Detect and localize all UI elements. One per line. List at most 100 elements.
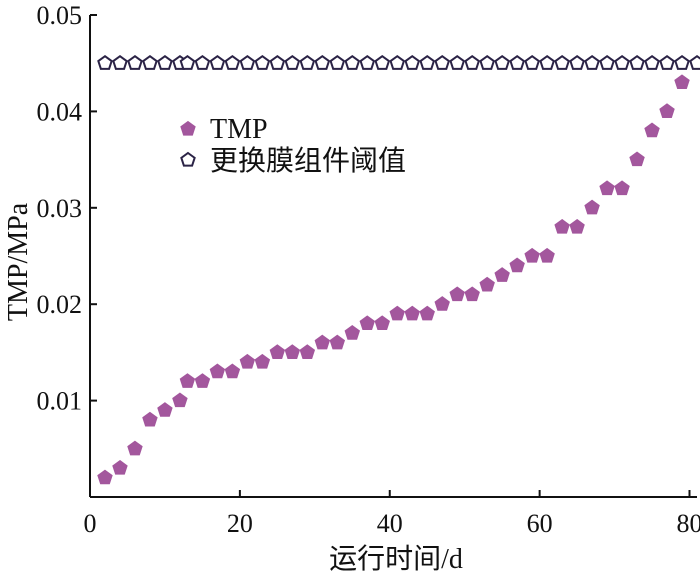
y-tick-label: 0.02 [37, 290, 83, 319]
threshold-point [209, 54, 226, 70]
tmp-point [194, 373, 211, 388]
legend-label-tmp: TMP [210, 114, 268, 145]
tmp-point [614, 180, 630, 196]
tmp-point [269, 344, 286, 359]
tmp-point [389, 305, 405, 321]
tmp-point [509, 257, 525, 273]
tmp-point [674, 74, 690, 90]
threshold-point [97, 54, 113, 70]
threshold-point [434, 54, 451, 70]
series-layer [97, 54, 700, 485]
y-tick-label: 0.01 [37, 387, 83, 416]
threshold-point [284, 54, 301, 70]
tmp-point [224, 363, 241, 379]
threshold-point [524, 54, 540, 70]
threshold-point [299, 54, 316, 70]
tmp-point [554, 218, 570, 234]
tmp-point [157, 402, 173, 417]
tmp-point [644, 122, 660, 138]
x-axis-title: 运行时间/d [329, 543, 463, 575]
x-tick-label: 80 [677, 509, 700, 538]
threshold-point [344, 54, 361, 70]
legend-item-threshold: 更换膜组件阈值 [180, 145, 406, 177]
legend-marker-threshold-shape [180, 151, 196, 167]
tmp-point [659, 103, 675, 118]
x-tick-label: 20 [227, 509, 253, 538]
tmp-point [239, 353, 256, 369]
legend-marker-tmp-shape [180, 120, 196, 136]
threshold-point [127, 54, 143, 70]
threshold-point [554, 54, 570, 70]
y-axis-title: TMP/MPa [3, 202, 34, 321]
tmp-point [172, 392, 188, 408]
threshold-point [584, 54, 600, 70]
tmp-point [314, 334, 331, 350]
tmp-point [284, 344, 301, 359]
plot-area: 0 20 40 60 80 0.01 0.02 0.03 0.04 0.05 [37, 1, 700, 538]
tmp-point [329, 334, 346, 350]
threshold-point [449, 54, 466, 70]
threshold-point [194, 54, 211, 70]
threshold-point [404, 54, 421, 70]
threshold-point [179, 54, 196, 70]
legend: TMP 更换膜组件阈值 [180, 114, 406, 177]
x-ticks: 0 20 40 60 80 [84, 490, 700, 538]
threshold-point [359, 54, 376, 70]
threshold-point [674, 54, 690, 70]
tmp-point [419, 305, 435, 321]
tmp-point [374, 315, 390, 331]
tmp-point [142, 411, 158, 427]
threshold-point [374, 54, 391, 70]
threshold-point [479, 54, 496, 70]
tmp-point [299, 344, 316, 359]
x-tick-label: 0 [84, 509, 97, 538]
tmp-point [539, 247, 555, 263]
threshold-point [142, 54, 158, 70]
tmp-point [97, 469, 113, 485]
series-threshold [97, 54, 700, 70]
threshold-point [659, 54, 675, 70]
tmp-point [464, 286, 480, 302]
tmp-point [449, 286, 465, 302]
threshold-point [112, 54, 128, 70]
tmp-point [359, 315, 375, 331]
tmp-point [599, 180, 615, 196]
legend-label-threshold: 更换膜组件阈值 [210, 145, 406, 177]
threshold-point [224, 54, 241, 70]
legend-marker-tmp [180, 120, 196, 136]
x-tick-label: 60 [527, 509, 553, 538]
x-tick-label: 40 [377, 509, 403, 538]
threshold-point [269, 54, 286, 70]
threshold-point [314, 54, 331, 70]
tmp-point [584, 199, 600, 215]
tmp-point [179, 373, 196, 388]
legend-marker-threshold [180, 151, 196, 167]
threshold-point [239, 54, 256, 70]
threshold-point [254, 54, 271, 70]
threshold-point [329, 54, 346, 70]
tmp-point [254, 353, 271, 369]
y-ticks: 0.01 0.02 0.03 0.04 0.05 [37, 1, 97, 416]
threshold-point [614, 54, 630, 70]
tmp-point [494, 267, 510, 282]
threshold-point [389, 54, 406, 70]
threshold-point [494, 54, 510, 70]
tmp-point [524, 247, 540, 263]
legend-item-tmp: TMP [180, 114, 268, 145]
tmp-point [344, 325, 361, 340]
tmp-point [479, 276, 495, 292]
tmp-point [569, 218, 585, 234]
y-tick-label: 0.05 [37, 1, 83, 30]
y-tick-label: 0.03 [37, 194, 83, 223]
threshold-point [599, 54, 615, 70]
tmp-point [434, 296, 450, 311]
tmp-point [209, 363, 226, 379]
threshold-point [689, 54, 700, 70]
threshold-point [644, 54, 660, 70]
tmp-point [112, 459, 128, 475]
tmp-point [127, 440, 143, 456]
threshold-point [629, 54, 645, 70]
series-tmp [97, 74, 690, 485]
tmp-point [404, 305, 420, 321]
